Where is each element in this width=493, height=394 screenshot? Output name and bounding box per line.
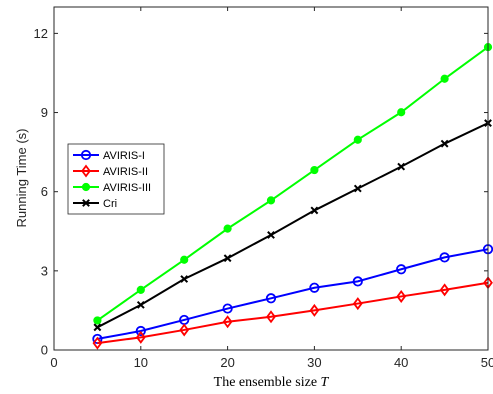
data-point <box>179 323 190 337</box>
data-point <box>222 315 233 329</box>
legend: AVIRIS-I AVIRIS-II AVIRIS-III Cri <box>67 143 165 215</box>
y-tick-label: 12 <box>34 26 48 41</box>
data-point <box>396 264 407 275</box>
legend-entry: Cri <box>73 198 117 210</box>
x-tick-label: 20 <box>220 355 234 370</box>
data-point <box>266 310 276 324</box>
series-line <box>97 281 489 345</box>
series-aviris-iii <box>93 43 493 325</box>
plot-frame <box>53 6 489 351</box>
data-point <box>352 276 363 287</box>
data-point <box>396 289 407 303</box>
data-point <box>135 330 146 344</box>
x-axis-label-text: The ensemble size <box>214 375 321 390</box>
legend-marker <box>82 199 90 207</box>
legend-entry: AVIRIS-III <box>73 182 151 194</box>
x-axis-label-variable: T <box>321 375 330 390</box>
legend-marker <box>80 149 92 161</box>
legend-entry: AVIRIS-I <box>73 149 145 162</box>
legend-marker <box>81 182 91 192</box>
data-point <box>310 206 319 215</box>
ticks-layer: 0 10 20 30 40 50 0 3 6 9 12 <box>34 7 493 370</box>
data-point <box>222 303 233 314</box>
x-tick-label: 50 <box>481 355 493 370</box>
data-point <box>397 162 406 171</box>
data-point <box>310 165 319 175</box>
legend-label: AVIRIS-I <box>103 150 145 162</box>
legend-label: Cri <box>103 198 117 210</box>
y-tick-label: 9 <box>41 105 48 120</box>
series-line <box>96 46 489 322</box>
data-point <box>266 196 276 205</box>
data-point <box>309 282 320 293</box>
data-point <box>353 184 362 193</box>
series-line <box>96 122 489 329</box>
y-tick-label: 0 <box>41 343 48 358</box>
data-point <box>135 325 146 337</box>
legend-label: AVIRIS-III <box>103 182 151 194</box>
data-point <box>353 135 362 144</box>
data-point <box>267 231 275 239</box>
x-tick-label: 40 <box>394 355 408 370</box>
series-aviris-ii <box>92 276 493 350</box>
series-cri <box>93 119 492 332</box>
data-point <box>397 108 406 117</box>
data-point <box>92 336 103 350</box>
y-axis-label: Running Time (s) <box>14 129 29 228</box>
data-point <box>180 275 189 283</box>
data-point <box>440 74 449 83</box>
data-point <box>180 255 189 264</box>
data-point <box>136 300 145 309</box>
data-point <box>439 252 450 263</box>
data-point <box>352 297 363 311</box>
x-tick-label: 10 <box>134 355 148 370</box>
y-tick-label: 3 <box>41 263 48 278</box>
data-point <box>309 303 320 317</box>
data-point <box>223 224 232 233</box>
data-point <box>265 293 277 304</box>
legend-entry: AVIRIS-II <box>73 164 148 178</box>
data-point <box>93 323 102 332</box>
x-tick-label: 0 <box>50 355 57 370</box>
data-point <box>440 139 449 148</box>
data-point <box>93 316 102 325</box>
series-line <box>97 248 489 340</box>
data-point <box>439 283 450 297</box>
legend-marker <box>81 164 91 178</box>
data-point <box>136 285 145 294</box>
x-axis-label: The ensemble size T <box>214 375 330 390</box>
y-tick-label: 6 <box>41 184 48 199</box>
series-layer <box>92 43 493 350</box>
legend-label: AVIRIS-II <box>103 166 148 178</box>
x-tick-label: 30 <box>307 355 321 370</box>
data-point <box>223 254 232 263</box>
